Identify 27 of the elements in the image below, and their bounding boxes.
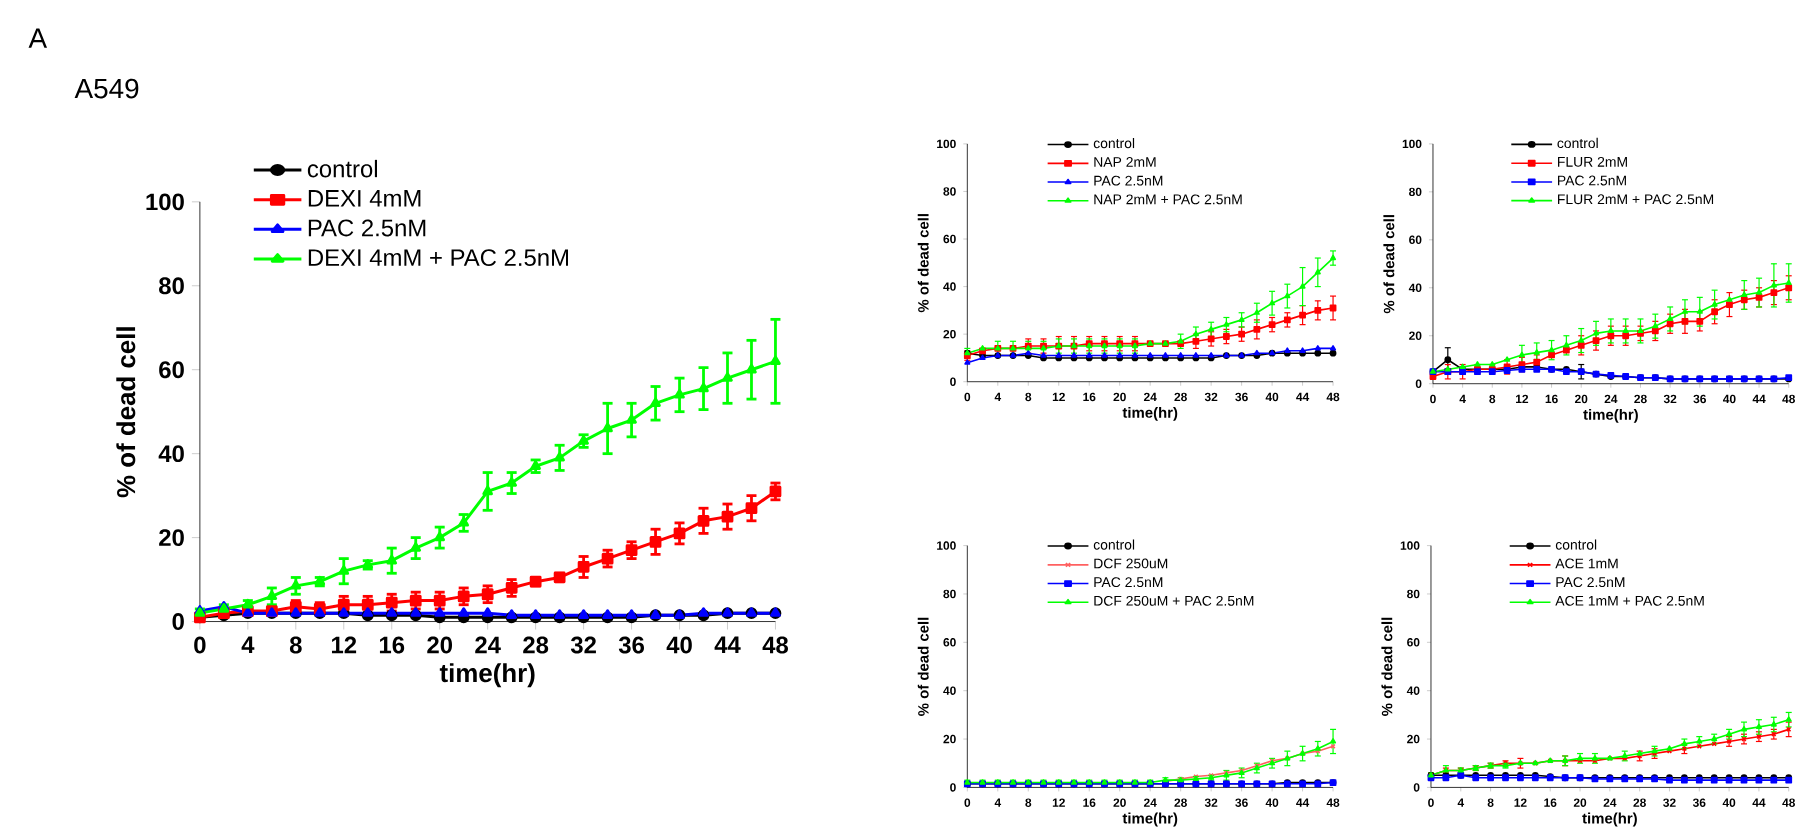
y-tick-label: 80 <box>159 277 184 295</box>
text: A <box>28 28 48 49</box>
legend-label: PAC 2.5nM <box>308 219 426 237</box>
x-tick-label: 24 <box>475 636 501 654</box>
x-tick-label: 28 <box>523 636 549 654</box>
x-tick-label: 4 <box>241 636 255 654</box>
x-tick-label: 12 <box>331 636 357 654</box>
x-tick-label: 32 <box>570 636 596 654</box>
x-tick-label: 0 <box>194 636 206 654</box>
x-tick-label: 20 <box>427 636 452 654</box>
legend-label: DEXI 4mM + PAC 2.5nM <box>308 249 568 267</box>
legend-label: control <box>307 160 377 178</box>
y-tick-label: 100 <box>146 193 184 211</box>
y-tick-label: 60 <box>159 361 184 379</box>
x-tick-label: 36 <box>618 636 644 654</box>
x-tick-label: 16 <box>379 636 405 654</box>
chart-title: A549 <box>74 78 139 99</box>
y-tick-label: 40 <box>158 445 184 463</box>
y-axis-title: % of dead cell <box>116 327 136 498</box>
x-tick-label: 44 <box>714 636 741 654</box>
legend-label: DEXI 4mM <box>308 190 421 207</box>
x-axis-title: time(hr) <box>439 663 535 688</box>
y-tick-label: 20 <box>159 529 184 547</box>
x-tick-label: 48 <box>762 636 789 654</box>
y-tick-label: 0 <box>172 613 184 631</box>
x-tick-label: 8 <box>289 636 302 654</box>
x-tick-label: 40 <box>666 636 692 654</box>
